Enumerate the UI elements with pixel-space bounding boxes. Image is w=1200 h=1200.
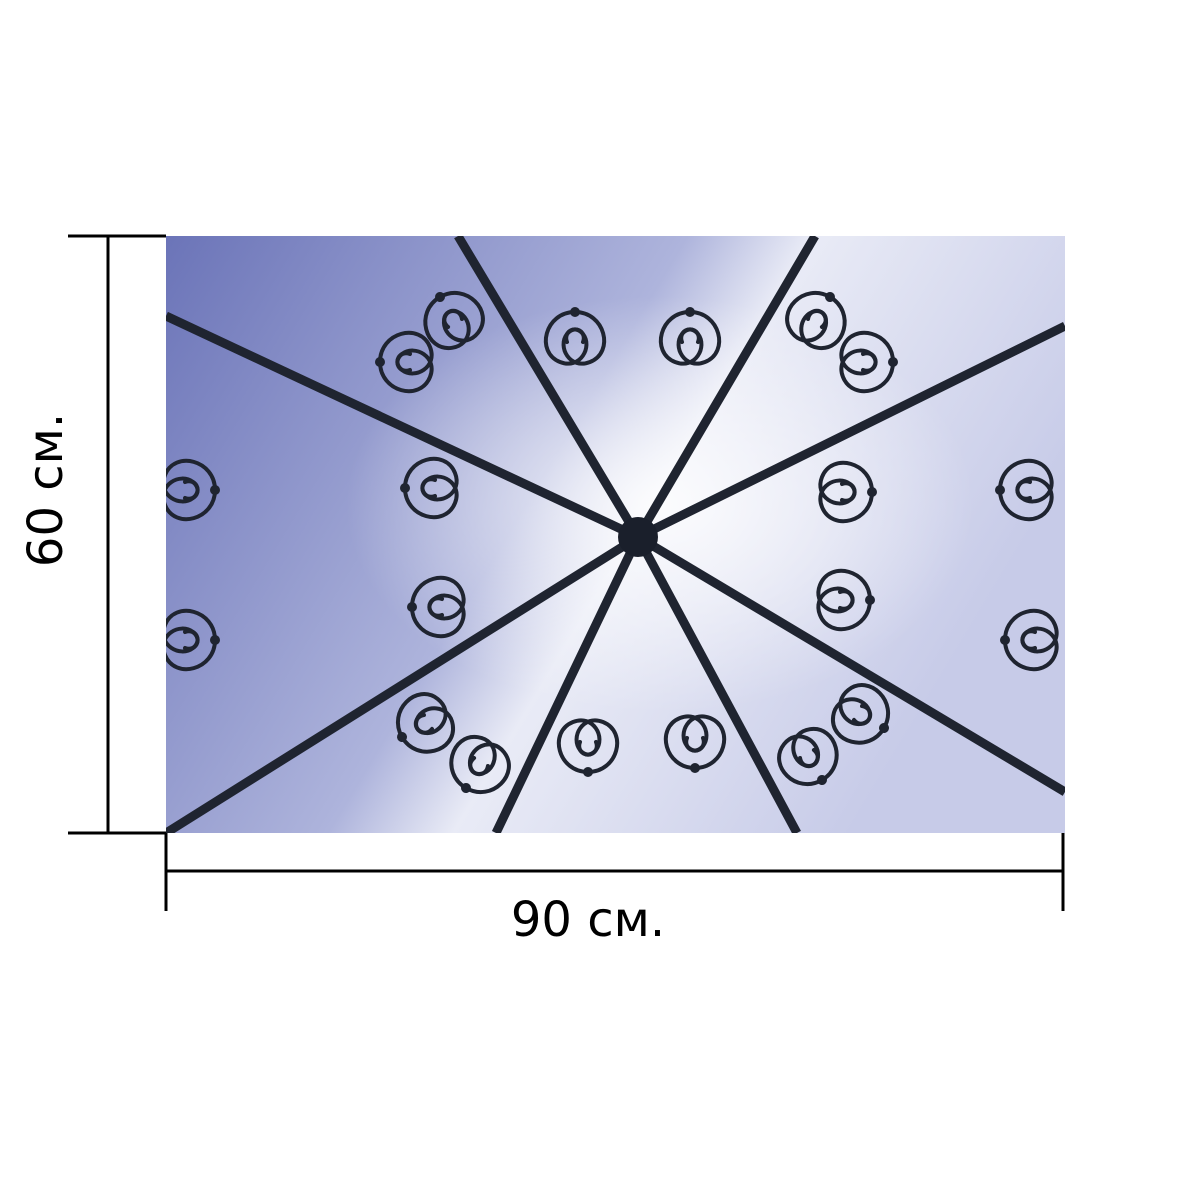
height-dimension: 60 см. <box>18 234 166 835</box>
width-dimension: 90 см. <box>164 833 1065 948</box>
center-hub <box>618 517 658 557</box>
width-label: 90 см. <box>511 892 665 948</box>
photo <box>166 236 1065 833</box>
height-label: 60 см. <box>18 413 74 567</box>
spokes <box>166 236 1065 833</box>
